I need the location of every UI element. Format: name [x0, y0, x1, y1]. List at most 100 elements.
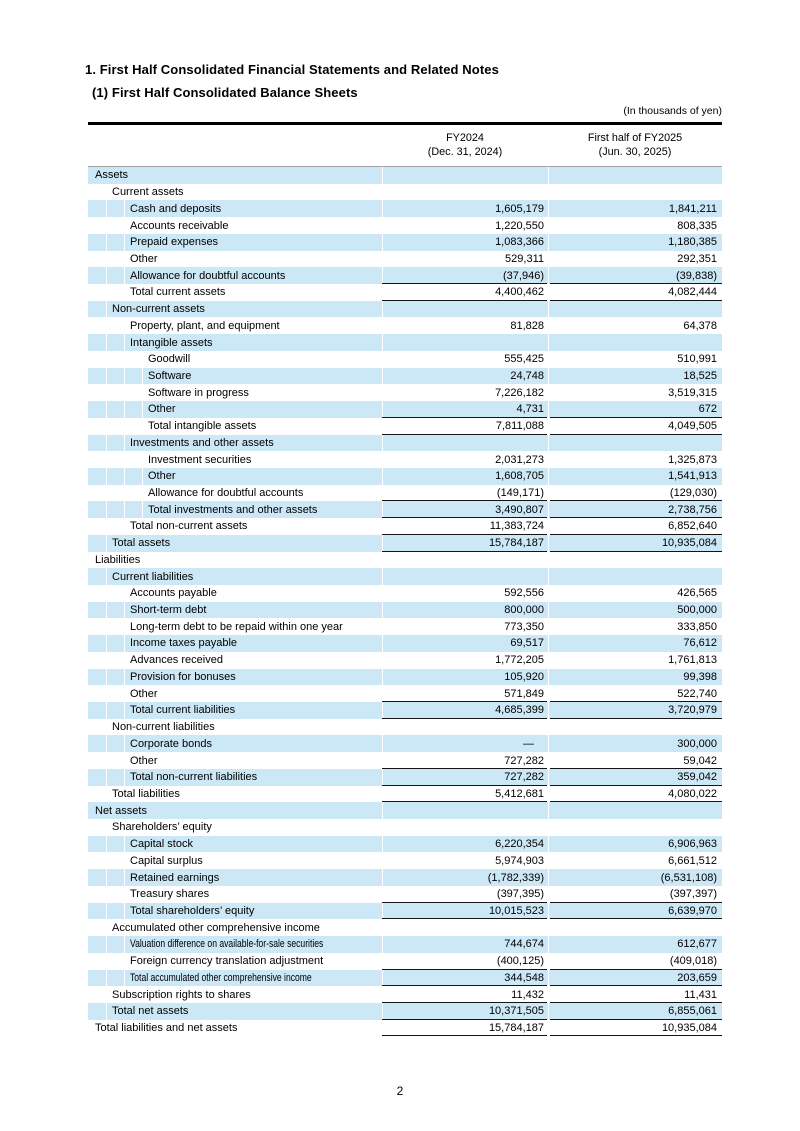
cell-separator — [123, 401, 125, 418]
row-label: Goodwill — [148, 353, 191, 366]
table-row: Shareholders’ equity — [88, 819, 722, 836]
value-fy2025h1: 10,935,084 — [661, 537, 717, 550]
cell-separator — [548, 568, 549, 585]
value-fy2025h1: (409,018) — [669, 955, 717, 968]
row-label: Retained earnings — [130, 871, 220, 884]
row-label: Current liabilities — [112, 570, 194, 583]
document-title: 1. First Half Consolidated Financial Sta… — [85, 62, 499, 77]
cell-separator — [382, 668, 383, 686]
table-row: Investments and other assets — [88, 433, 722, 452]
cell-separator — [382, 334, 383, 351]
cell-separator — [105, 768, 107, 786]
value-fy2024: (400,125) — [496, 955, 544, 968]
table-row: Total liabilities and net assets 15,784,1… — [88, 1018, 722, 1037]
cell-separator — [105, 401, 107, 418]
total-rule — [550, 433, 722, 435]
value-fy2024: 555,425 — [504, 353, 544, 366]
cell-separator — [382, 835, 383, 853]
table-row: Total shareholders’ equity 10,015,523 6,63… — [88, 901, 722, 920]
total-rule — [550, 517, 722, 519]
table-row: Goodwill 555,425 510,991 — [88, 351, 722, 368]
cell-separator — [382, 902, 383, 920]
table-row: Other 727,282 59,042 — [88, 752, 722, 769]
cell-separator — [548, 401, 549, 418]
cell-separator — [105, 835, 107, 853]
row-label: Total non-current assets — [130, 520, 248, 533]
value-fy2025h1: 59,042 — [683, 754, 717, 767]
cell-separator — [141, 501, 143, 519]
value-fy2025h1: 359,042 — [677, 771, 717, 784]
cell-separator — [382, 200, 383, 218]
cell-separator — [548, 635, 549, 652]
row-label: Other — [130, 252, 158, 265]
table-row: Short-term debt 800,000 500,000 — [88, 601, 722, 619]
cell-separator — [548, 902, 549, 920]
row-label: Total net assets — [112, 1005, 189, 1018]
total-rule — [382, 784, 547, 786]
value-fy2025h1: 4,082,444 — [668, 286, 717, 299]
total-rule — [550, 533, 722, 535]
row-label: Shareholders’ equity — [112, 821, 212, 834]
table-row: Income taxes payable 69,517 76,612 — [88, 635, 722, 652]
cell-separator — [123, 601, 125, 619]
cell-separator — [123, 869, 125, 886]
cell-separator — [382, 267, 383, 285]
cell-separator — [382, 434, 383, 452]
cell-separator — [123, 668, 125, 686]
cell-separator — [105, 735, 107, 753]
cell-separator — [382, 1002, 383, 1020]
value-fy2024: 1,608,705 — [495, 470, 544, 483]
table-row: Net assets — [88, 801, 722, 820]
document-subtitle: (1) First Half Consolidated Balance Shee… — [92, 85, 358, 100]
total-rule — [550, 550, 722, 552]
row-label: Accounts receivable — [130, 219, 229, 232]
cell-separator — [382, 501, 383, 519]
cell-separator — [105, 334, 107, 351]
table-row: Valuation difference on available-for-sa… — [88, 936, 722, 953]
column-header-fy2025h1-line2: (Jun. 30, 2025) — [598, 146, 672, 158]
row-label: Total intangible assets — [148, 420, 257, 433]
total-rule — [382, 1035, 547, 1037]
cell-separator — [105, 233, 107, 251]
cell-separator — [105, 902, 107, 920]
table-row: Total intangible assets 7,811,088 4,049,50… — [88, 416, 722, 435]
table-row: Liabilities — [88, 550, 722, 569]
row-label: Income taxes payable — [130, 637, 238, 650]
row-label: Provision for bonuses — [130, 670, 236, 683]
row-label: Short-term debt — [130, 604, 207, 617]
table-row: Total liabilities 5,412,681 4,080,022 — [88, 784, 722, 803]
total-rule — [382, 433, 547, 435]
table-row: Total non-current liabilities 727,282 359,… — [88, 767, 722, 786]
row-label: Treasury shares — [130, 888, 210, 901]
cell-separator — [123, 267, 125, 285]
table-row: Accounts payable 592,556 426,565 — [88, 585, 722, 602]
cell-separator — [123, 835, 125, 853]
total-rule — [550, 1018, 722, 1020]
value-fy2025h1: 1,841,211 — [668, 202, 717, 215]
row-label: Total non-current liabilities — [130, 771, 258, 784]
value-fy2024: 10,371,505 — [488, 1005, 544, 1018]
value-fy2024: 4,685,399 — [495, 704, 544, 717]
total-rule — [382, 985, 547, 987]
total-rule — [550, 500, 722, 502]
table-row: Non-current liabilities — [88, 717, 722, 736]
row-label: Assets — [95, 169, 129, 182]
value-fy2025h1: (129,030) — [669, 487, 717, 500]
value-fy2024: 7,226,182 — [495, 386, 544, 399]
value-fy2024: 571,849 — [504, 687, 544, 700]
total-rule — [382, 968, 547, 970]
value-fy2025h1: 808,335 — [677, 219, 717, 232]
value-fy2024: 6,220,354 — [495, 838, 544, 851]
table-row: Total investments and other assets 3,490,… — [88, 500, 722, 519]
value-fy2024: 344,548 — [504, 971, 544, 984]
cell-separator — [548, 167, 549, 184]
value-fy2024: 5,974,903 — [495, 854, 544, 867]
row-label: Long-term debt to be repaid within one y… — [130, 620, 343, 633]
value-fy2024: 592,556 — [504, 587, 544, 600]
table-header: FY2024 (Dec. 31, 2024) First half of FY2… — [88, 129, 722, 165]
total-rule — [382, 1001, 547, 1003]
cell-separator — [382, 969, 383, 987]
table-top-rule — [88, 122, 722, 125]
table-row: Property, plant, and equipment 81,828 64,3… — [88, 317, 722, 334]
value-fy2024: 10,015,523 — [488, 904, 544, 917]
